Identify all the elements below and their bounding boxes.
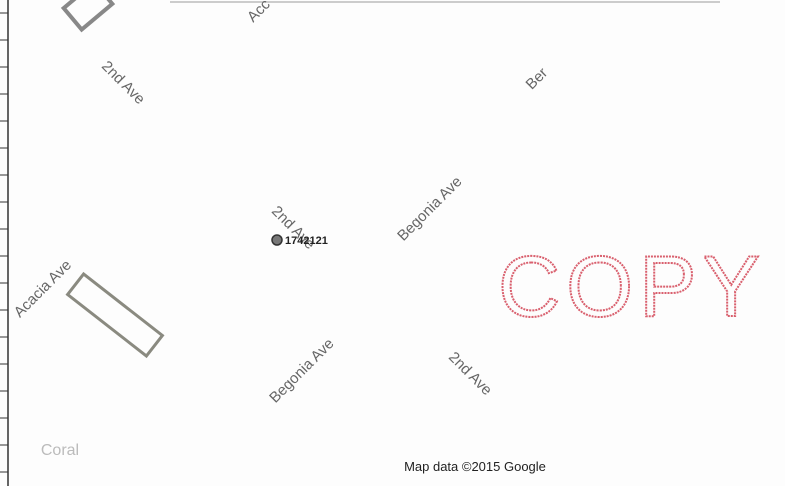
ruler: [0, 0, 9, 486]
street-label: Coral: [41, 442, 79, 459]
building: [60, 0, 116, 33]
building: [65, 271, 165, 359]
copy-stamp: COPY: [498, 239, 766, 335]
attribution: Map data ©2015 Google: [404, 459, 546, 474]
marker[interactable]: [271, 234, 283, 246]
marker-label: 1742121: [285, 235, 328, 247]
